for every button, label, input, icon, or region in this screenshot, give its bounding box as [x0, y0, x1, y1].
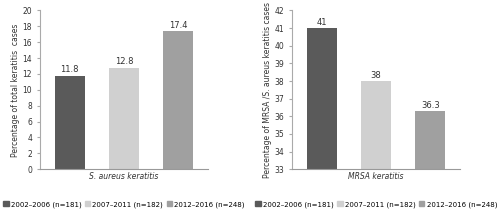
Text: 41: 41 — [316, 18, 327, 27]
X-axis label: MRSA keratitis: MRSA keratitis — [348, 172, 404, 181]
Legend: 2002–2006 (n=181), 2007–2011 (n=182), 2012–2016 (n=248): 2002–2006 (n=181), 2007–2011 (n=182), 20… — [255, 201, 497, 208]
Bar — [163, 31, 193, 169]
Text: 17.4: 17.4 — [169, 21, 188, 30]
Y-axis label: Percentage of MRSA /S. aureus keratitis cases: Percentage of MRSA /S. aureus keratitis … — [263, 2, 272, 178]
Bar — [109, 68, 139, 169]
Text: 38: 38 — [370, 71, 382, 80]
X-axis label: S. aureus keratitis: S. aureus keratitis — [89, 172, 158, 181]
Text: 36.3: 36.3 — [421, 101, 440, 110]
Bar — [307, 28, 337, 217]
Bar — [361, 81, 391, 217]
Bar — [54, 76, 84, 169]
Text: 12.8: 12.8 — [114, 58, 133, 66]
Bar — [416, 111, 446, 217]
Legend: 2002–2006 (n=181), 2007–2011 (n=182), 2012–2016 (n=248): 2002–2006 (n=181), 2007–2011 (n=182), 20… — [3, 201, 245, 208]
Text: 11.8: 11.8 — [60, 65, 79, 74]
Y-axis label: Percentage of total keratitis  cases: Percentage of total keratitis cases — [11, 23, 20, 156]
